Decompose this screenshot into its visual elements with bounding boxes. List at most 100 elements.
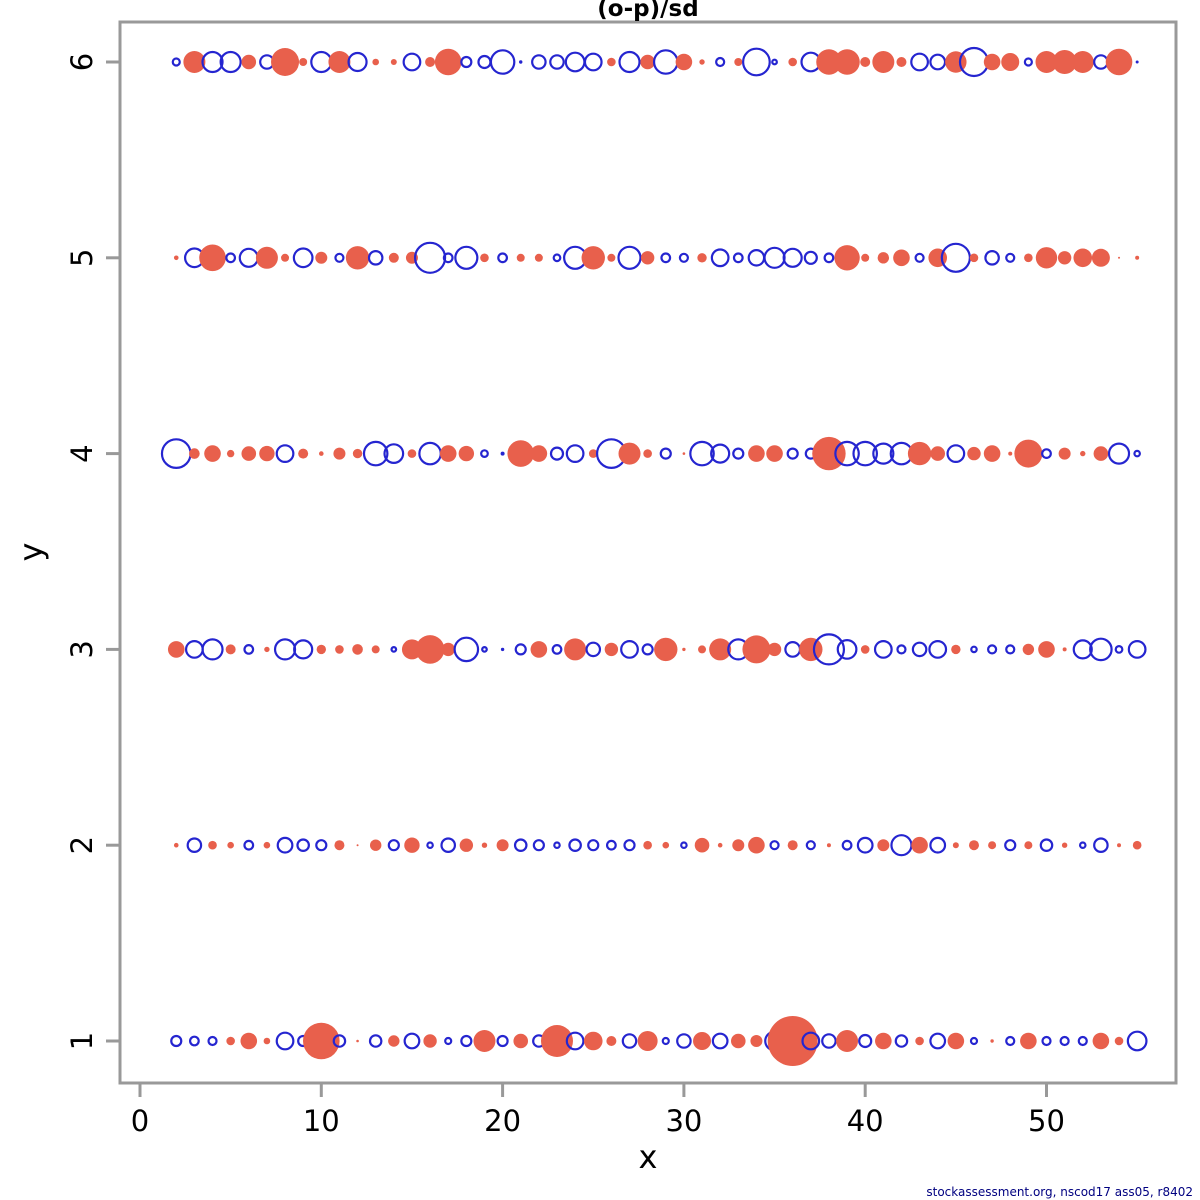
negative-residual-bubble (968, 840, 979, 851)
negative-residual-bubble (717, 842, 723, 848)
negative-residual-bubble (607, 57, 616, 67)
y-tick-label: 6 (65, 53, 99, 71)
negative-residual-bubble (1022, 643, 1035, 656)
positive-residual-bubble (732, 252, 744, 264)
negative-residual-bubble (799, 637, 823, 662)
positive-residual-bubble (661, 1036, 670, 1046)
negative-residual-bubble (787, 840, 798, 851)
negative-residual-bubble (988, 841, 997, 850)
negative-residual-bubble (319, 451, 324, 456)
positive-residual-bubble (914, 252, 925, 263)
negative-residual-bubble (709, 638, 732, 661)
positive-residual-bubble (497, 252, 509, 264)
positive-residual-bubble (680, 841, 688, 850)
positive-residual-bubble (659, 447, 672, 460)
x-tick-label: 20 (484, 1104, 521, 1138)
positive-residual-bubble (678, 252, 690, 263)
negative-residual-bubble (208, 840, 217, 850)
negative-residual-bubble (990, 1039, 994, 1043)
negative-residual-bubble (860, 57, 871, 67)
positive-residual-bubble (890, 834, 913, 857)
positive-residual-bubble (873, 640, 893, 659)
positive-residual-bubble (803, 250, 818, 265)
negative-residual-bubble (390, 59, 397, 65)
positive-residual-bubble (460, 1034, 473, 1048)
positive-residual-bubble (929, 836, 947, 854)
negative-residual-bubble (333, 447, 346, 460)
negative-residual-bubble (637, 1031, 658, 1051)
negative-residual-bubble (640, 54, 655, 70)
positive-residual-bubble (621, 1033, 638, 1049)
negative-residual-bubble (183, 51, 206, 73)
positive-residual-bubble (440, 837, 457, 853)
negative-residual-bubble (407, 449, 417, 458)
positive-residual-bubble (620, 640, 639, 659)
positive-residual-bubble (453, 636, 480, 663)
negative-residual-bubble (698, 645, 707, 654)
negative-residual-bubble (513, 1033, 529, 1049)
negative-residual-bubble (372, 58, 379, 66)
negative-residual-bubble (1062, 647, 1067, 652)
positive-residual-bubble (186, 837, 203, 853)
negative-residual-bubble (240, 1032, 258, 1050)
positive-residual-bubble (623, 839, 636, 852)
x-tick-label: 30 (665, 1104, 702, 1138)
positive-residual-bubble (805, 840, 816, 851)
negative-residual-bubble (699, 59, 705, 65)
negative-residual-bubble (226, 449, 235, 458)
positive-residual-bubble (710, 248, 730, 268)
positive-residual-bubble (872, 442, 895, 465)
positive-residual-bubble (970, 645, 978, 654)
positive-residual-bubble (732, 447, 745, 460)
negative-residual-bubble (1073, 248, 1093, 268)
negative-residual-bubble (473, 1030, 496, 1052)
positive-residual-bubble (1135, 60, 1139, 64)
positive-residual-bubble (188, 1035, 200, 1047)
negative-residual-bubble (682, 647, 686, 652)
positive-residual-bubble (929, 53, 947, 71)
y-axis-ticks: 1 2 3 4 5 6 (65, 53, 120, 1050)
negative-residual-bubble (167, 641, 185, 658)
negative-residual-bubble (654, 637, 678, 662)
negative-residual-bubble (303, 1022, 340, 1060)
negative-residual-bubble (328, 51, 351, 73)
positive-residual-bubble (275, 1031, 295, 1051)
positive-residual-bubble (1078, 841, 1087, 850)
negative-residual-bubble (540, 1025, 573, 1057)
negative-residual-bubble (1117, 843, 1122, 848)
negative-residual-bubble (507, 440, 535, 467)
positive-residual-bubble (821, 1033, 837, 1049)
negative-residual-bubble (967, 446, 981, 461)
negative-residual-bubble (730, 1033, 746, 1049)
positive-residual-bubble (170, 1034, 183, 1048)
negative-residual-bubble (604, 642, 619, 657)
positive-residual-bubble (910, 52, 929, 72)
negative-residual-bubble (606, 1036, 617, 1046)
positive-residual-bubble (1126, 1030, 1148, 1052)
positive-residual-bubble (587, 839, 600, 852)
negative-residual-bubble (459, 838, 474, 852)
negative-residual-bubble (1038, 641, 1055, 658)
positive-residual-bubble (1005, 1035, 1016, 1047)
negative-residual-bubble (969, 253, 979, 263)
positive-residual-bubble (929, 1032, 947, 1050)
positive-residual-bubble (641, 643, 654, 656)
y-tick-label: 3 (65, 640, 99, 658)
negative-residual-bubble (682, 452, 686, 455)
negative-residual-bubble (812, 436, 846, 471)
plot-title: (o-p)/sd (597, 0, 698, 22)
positive-residual-bubble (551, 644, 563, 655)
x-axis-label: x (639, 1138, 658, 1176)
positive-residual-bubble (1127, 640, 1147, 659)
positive-residual-bubble (238, 247, 259, 268)
positive-residual-bubble (1093, 837, 1109, 853)
negative-residual-bubble (371, 645, 380, 654)
positive-residual-bubble (852, 440, 878, 467)
positive-residual-bubble (769, 840, 780, 851)
negative-residual-bubble (907, 441, 932, 466)
negative-residual-bubble (662, 841, 670, 849)
negative-residual-bubble (583, 1031, 603, 1051)
negative-residual-bubble (766, 445, 783, 462)
positive-residual-bubble (552, 253, 562, 263)
negative-residual-bubble (748, 836, 765, 854)
